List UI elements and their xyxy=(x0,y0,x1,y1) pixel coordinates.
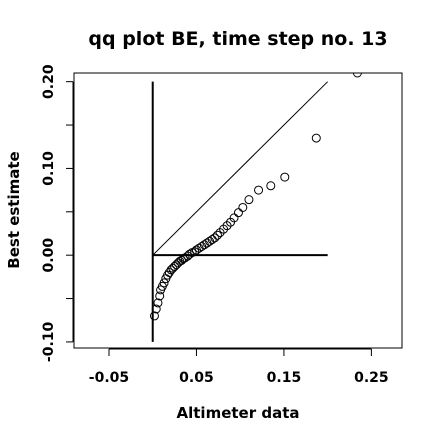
chart-title: qq plot BE, time step no. 13 xyxy=(88,28,387,50)
data-point xyxy=(352,73,362,78)
x-axis: -0.05 0.05 0.15 0.25 xyxy=(89,348,389,386)
y-tick-label: 0.10 xyxy=(41,151,57,186)
data-points xyxy=(149,73,362,321)
x-tick-label: -0.05 xyxy=(89,370,129,386)
data-point xyxy=(238,202,248,212)
y-tick-label: 0.00 xyxy=(41,238,57,273)
plot-frame xyxy=(73,72,403,349)
y-tick-label: -0.10 xyxy=(41,321,57,362)
data-point xyxy=(210,233,220,243)
reference-line xyxy=(152,81,329,256)
data-point xyxy=(155,291,165,301)
y-axis: -0.10 0.00 0.10 0.20 xyxy=(41,64,74,362)
data-point xyxy=(151,304,161,314)
data-point xyxy=(280,172,290,182)
x-tick-label: 0.25 xyxy=(354,370,389,386)
data-point xyxy=(311,133,321,143)
y-tick-label: 0.20 xyxy=(41,64,57,99)
data-point xyxy=(149,311,159,321)
data-point xyxy=(159,278,169,288)
data-point xyxy=(266,181,276,191)
data-point xyxy=(207,235,217,245)
data-point xyxy=(184,249,194,259)
data-point xyxy=(244,195,254,205)
x-axis-label: Altimeter data xyxy=(177,404,300,422)
data-point xyxy=(178,254,188,264)
data-point xyxy=(212,230,222,240)
data-point xyxy=(254,185,264,195)
data-point xyxy=(229,213,239,223)
y-axis-label: Best estimate xyxy=(5,151,23,268)
x-tick-label: 0.05 xyxy=(179,370,214,386)
data-point xyxy=(153,298,163,308)
data-point xyxy=(233,208,243,218)
x-tick-label: 0.15 xyxy=(267,370,302,386)
